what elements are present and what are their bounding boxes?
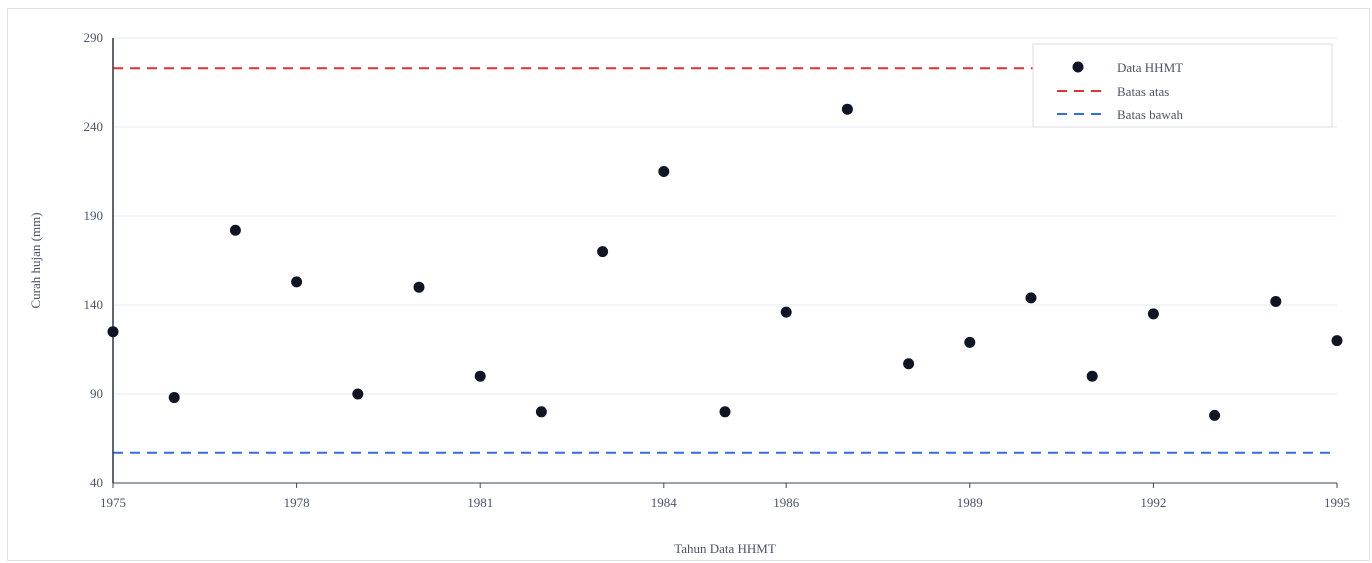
data-point-1993 [1209, 409, 1221, 421]
data-point-1992 [1147, 308, 1159, 320]
data-point-1995 [1331, 335, 1343, 347]
x-tick-label-1986: 1986 [773, 495, 800, 510]
data-point-1984 [658, 166, 670, 177]
x-axis-title: Tahun Data HHMT [674, 541, 776, 556]
data-point-1985 [719, 406, 731, 418]
legend: Data HHMT Batas atas Batas bawah [1032, 43, 1333, 128]
data-point-1979 [352, 388, 364, 400]
x-tick-label-1989: 1989 [957, 495, 983, 510]
data-point-1986 [780, 306, 792, 318]
data-points [107, 103, 1343, 421]
x-tick-label-1995: 1995 [1324, 495, 1350, 510]
y-tick-label-240: 240 [84, 119, 104, 134]
y-tick-label-140: 140 [84, 297, 104, 312]
x-tick-labels: 1975 1978 1981 1984 1986 1989 1992 1995 [100, 483, 1350, 510]
data-point-1991 [1086, 370, 1098, 382]
x-tick-label-1984: 1984 [651, 495, 678, 510]
x-tick-label-1981: 1981 [467, 495, 493, 510]
y-tick-label-290: 290 [84, 30, 104, 45]
legend-label-data-hhmt: Data HHMT [1117, 60, 1183, 75]
y-tick-label-40: 40 [90, 475, 103, 490]
y-tick-label-190: 190 [84, 208, 104, 223]
legend-marker-data-hhmt [1072, 61, 1084, 73]
y-axis-title: Curah hujan (mm) [28, 212, 43, 308]
y-tick-label-90: 90 [90, 386, 103, 401]
legend-label-batas-bawah: Batas bawah [1117, 107, 1184, 122]
legend-label-batas-atas: Batas atas [1117, 84, 1169, 99]
axes [112, 38, 1337, 484]
data-point-1977 [229, 224, 241, 236]
x-tick-label-1992: 1992 [1140, 495, 1166, 510]
chart-frame [7, 8, 1370, 561]
x-tick-label-1978: 1978 [284, 495, 310, 510]
data-point-1981 [474, 370, 486, 382]
data-point-1982 [535, 406, 547, 418]
data-point-1988 [903, 358, 915, 370]
data-point-1976 [168, 392, 180, 404]
y-tick-labels: 40 90 140 190 240 290 [84, 30, 104, 490]
data-point-1978 [291, 276, 303, 288]
data-point-1989 [964, 336, 976, 348]
data-point-1987 [841, 103, 853, 115]
x-tick-label-1975: 1975 [100, 495, 126, 510]
data-point-1975 [107, 326, 119, 338]
data-point-1994 [1270, 295, 1282, 307]
data-point-1983 [597, 246, 609, 258]
data-point-1980 [413, 281, 425, 293]
data-point-1990 [1025, 292, 1037, 304]
